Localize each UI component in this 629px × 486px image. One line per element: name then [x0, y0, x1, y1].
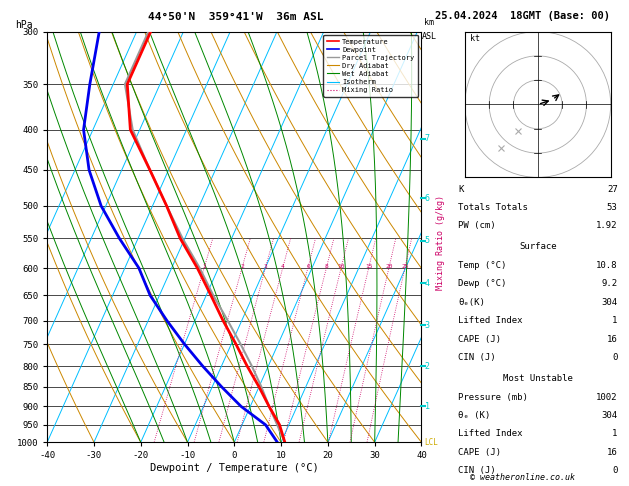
Text: 1: 1: [425, 402, 430, 411]
Text: ASL: ASL: [421, 32, 437, 41]
Text: 6: 6: [425, 194, 430, 203]
Text: Pressure (mb): Pressure (mb): [458, 393, 528, 401]
Text: 2: 2: [425, 362, 430, 371]
Text: Dewp (°C): Dewp (°C): [458, 279, 506, 288]
Text: 304: 304: [601, 298, 618, 307]
Text: 304: 304: [601, 411, 618, 420]
Text: K: K: [458, 185, 464, 193]
Text: 1.92: 1.92: [596, 222, 618, 230]
Text: Most Unstable: Most Unstable: [503, 374, 573, 383]
Text: 16: 16: [607, 335, 618, 344]
X-axis label: Dewpoint / Temperature (°C): Dewpoint / Temperature (°C): [150, 463, 319, 473]
Text: 25.04.2024  18GMT (Base: 00): 25.04.2024 18GMT (Base: 00): [435, 11, 610, 21]
Text: 0: 0: [612, 467, 618, 475]
Text: 2: 2: [240, 264, 244, 269]
Text: 1002: 1002: [596, 393, 618, 401]
Text: 5: 5: [425, 236, 430, 245]
Text: kt: kt: [470, 35, 480, 43]
Text: 44°50'N  359°41'W  36m ASL: 44°50'N 359°41'W 36m ASL: [148, 12, 324, 22]
Text: 3: 3: [425, 321, 430, 330]
Text: 3: 3: [264, 264, 267, 269]
Text: 6: 6: [306, 264, 310, 269]
Text: Totals Totals: Totals Totals: [458, 203, 528, 212]
Text: 27: 27: [607, 185, 618, 193]
Text: CIN (J): CIN (J): [458, 467, 496, 475]
Text: 1: 1: [203, 264, 206, 269]
Text: 16: 16: [607, 448, 618, 457]
Text: 4: 4: [281, 264, 285, 269]
Text: LCL: LCL: [425, 438, 438, 447]
Text: © weatheronline.co.uk: © weatheronline.co.uk: [470, 473, 574, 482]
Text: Lifted Index: Lifted Index: [458, 430, 523, 438]
Text: 25: 25: [401, 264, 409, 269]
Legend: Temperature, Dewpoint, Parcel Trajectory, Dry Adiabat, Wet Adiabat, Isotherm, Mi: Temperature, Dewpoint, Parcel Trajectory…: [323, 35, 418, 97]
Text: CIN (J): CIN (J): [458, 353, 496, 362]
Text: 1: 1: [612, 316, 618, 325]
Text: 1: 1: [612, 430, 618, 438]
Text: θₑ (K): θₑ (K): [458, 411, 490, 420]
Text: CAPE (J): CAPE (J): [458, 448, 501, 457]
Text: 0: 0: [612, 353, 618, 362]
Text: 4: 4: [425, 278, 430, 288]
Text: θₑ(K): θₑ(K): [458, 298, 485, 307]
Text: Temp (°C): Temp (°C): [458, 261, 506, 270]
Text: hPa: hPa: [15, 19, 33, 30]
Text: 15: 15: [365, 264, 373, 269]
Text: 8: 8: [325, 264, 328, 269]
Text: CAPE (J): CAPE (J): [458, 335, 501, 344]
Text: 53: 53: [607, 203, 618, 212]
Text: km: km: [424, 17, 434, 27]
Text: 10: 10: [338, 264, 345, 269]
Text: Lifted Index: Lifted Index: [458, 316, 523, 325]
Text: 20: 20: [386, 264, 393, 269]
Text: 10.8: 10.8: [596, 261, 618, 270]
Text: 9.2: 9.2: [601, 279, 618, 288]
Text: Surface: Surface: [519, 243, 557, 251]
Text: Mixing Ratio (g/kg): Mixing Ratio (g/kg): [436, 195, 445, 291]
Text: PW (cm): PW (cm): [458, 222, 496, 230]
Text: 7: 7: [425, 135, 430, 143]
